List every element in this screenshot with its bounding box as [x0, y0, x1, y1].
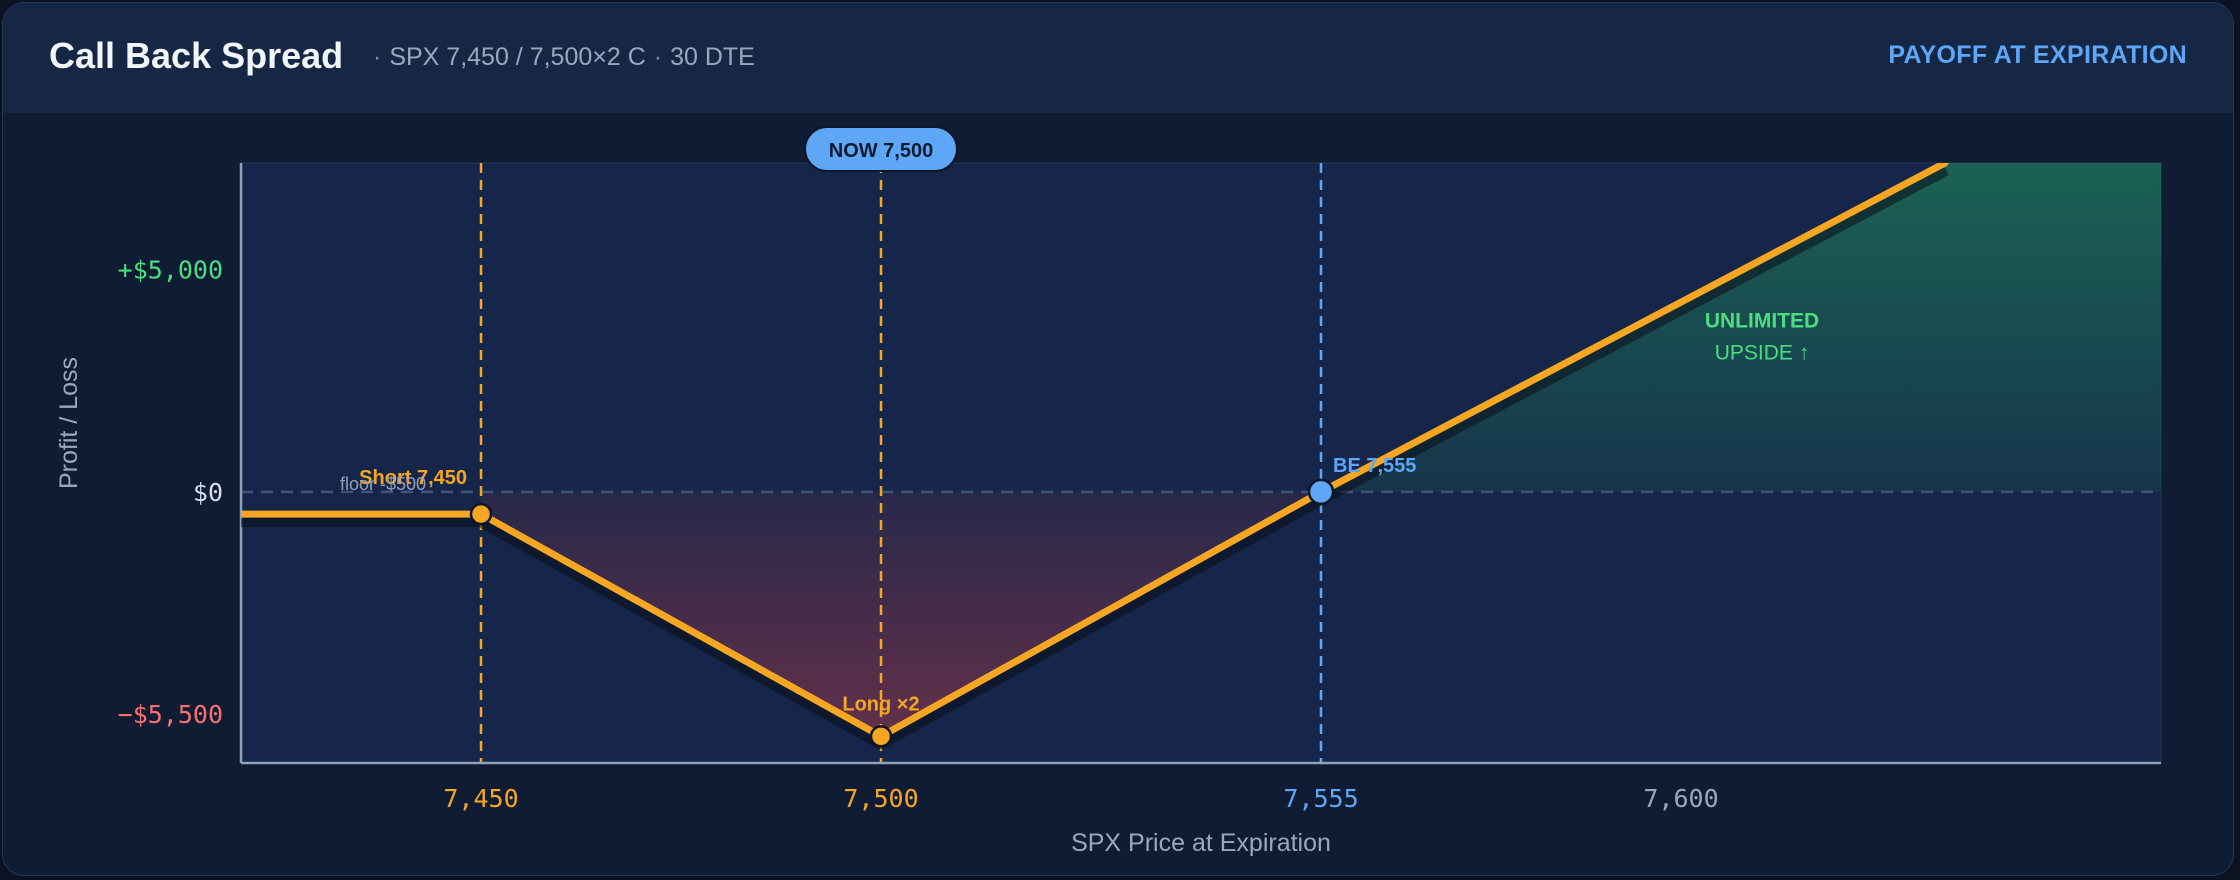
y-tick-label-0: +$5,000 [118, 256, 223, 285]
separator-dot: · [373, 43, 382, 71]
now-pill-label: NOW 7,500 [829, 140, 933, 162]
payoff-at-expiration-label: PAYOFF AT EXPIRATION [1888, 41, 2187, 69]
floor-label: floor -$500 [340, 474, 426, 494]
payoff-chart: Short 7,450 Long ×2 BE 7,555 floor -$500 UNL… [55, 126, 2162, 857]
key-point-1 [869, 725, 893, 748]
y-tick-label-1: $0 [193, 478, 223, 507]
upside-label-line2: UPSIDE ↑ [1715, 341, 1810, 364]
loss-zone [481, 491, 1321, 737]
key-point-0 [469, 502, 493, 526]
chart-title: Call Back Spread [49, 35, 344, 76]
point-label-short: Short 7,450 [359, 467, 467, 489]
y-tick-label-2: −$5,500 [118, 700, 223, 729]
subtitle-dte: 30 DTE [670, 43, 755, 71]
subtitle-contract: SPX 7,450 / 7,500×2 C [389, 43, 646, 71]
x-tick-label-3: 7,600 [1643, 784, 1718, 813]
profit-zone [1321, 163, 2161, 492]
key-point-2 [1307, 478, 1335, 506]
header: Call Back Spread · SPX 7,450 / 7,500×2 C ·… [3, 3, 2233, 114]
point-label-breakeven: BE 7,555 [1333, 455, 1416, 477]
y-axis-title: Profit / Loss [55, 357, 83, 489]
upside-label-line1: UNLIMITED [1705, 309, 1819, 332]
separator-dot: · [653, 43, 663, 71]
x-tick-label-2: 7,555 [1283, 784, 1358, 813]
now-pill [804, 126, 958, 172]
x-tick-label-1: 7,500 [843, 784, 918, 813]
x-tick-label-0: 7,450 [443, 784, 518, 813]
point-label-long: Long ×2 [842, 693, 919, 715]
chart-subtitle: · SPX 7,450 / 7,500×2 C · 30 DTE [365, 43, 755, 72]
x-axis-title: SPX Price at Expiration [1071, 829, 1331, 857]
chart-area: Short 7,450 Long ×2 BE 7,555 floor -$500 UNL… [3, 113, 2233, 875]
